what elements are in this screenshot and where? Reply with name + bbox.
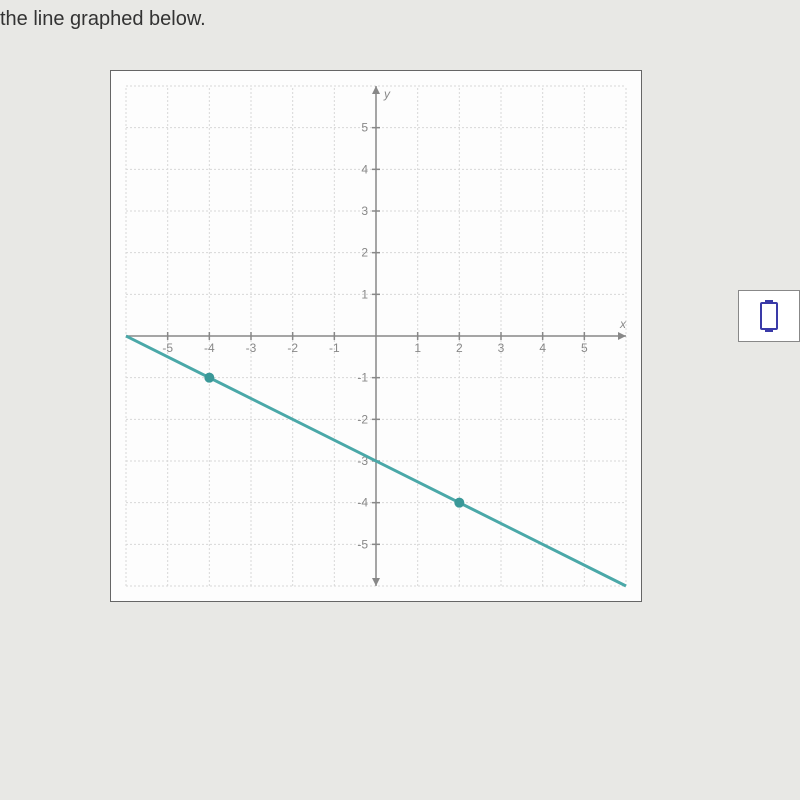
- svg-text:y: y: [383, 87, 391, 101]
- svg-text:-3: -3: [246, 341, 257, 355]
- svg-text:-4: -4: [357, 496, 368, 510]
- svg-text:5: 5: [361, 121, 368, 135]
- svg-text:-1: -1: [357, 371, 368, 385]
- svg-text:-4: -4: [204, 341, 215, 355]
- svg-text:-2: -2: [357, 412, 368, 426]
- svg-text:2: 2: [361, 246, 368, 260]
- input-icon: [760, 302, 778, 330]
- svg-text:5: 5: [581, 341, 588, 355]
- coordinate-chart: -5-4-3-2-112345-5-4-3-2-112345xy: [110, 70, 642, 602]
- answer-box[interactable]: [738, 290, 800, 342]
- svg-text:-2: -2: [287, 341, 298, 355]
- page-title: the line graphed below.: [0, 8, 206, 31]
- svg-text:1: 1: [361, 287, 368, 301]
- svg-text:-5: -5: [357, 537, 368, 551]
- svg-text:1: 1: [414, 341, 421, 355]
- svg-text:3: 3: [498, 341, 505, 355]
- svg-text:4: 4: [539, 341, 546, 355]
- svg-text:-5: -5: [162, 341, 173, 355]
- svg-text:4: 4: [361, 162, 368, 176]
- svg-text:2: 2: [456, 341, 463, 355]
- svg-text:x: x: [619, 317, 627, 331]
- chart-svg: -5-4-3-2-112345-5-4-3-2-112345xy: [111, 71, 641, 601]
- svg-text:3: 3: [361, 204, 368, 218]
- svg-text:-1: -1: [329, 341, 340, 355]
